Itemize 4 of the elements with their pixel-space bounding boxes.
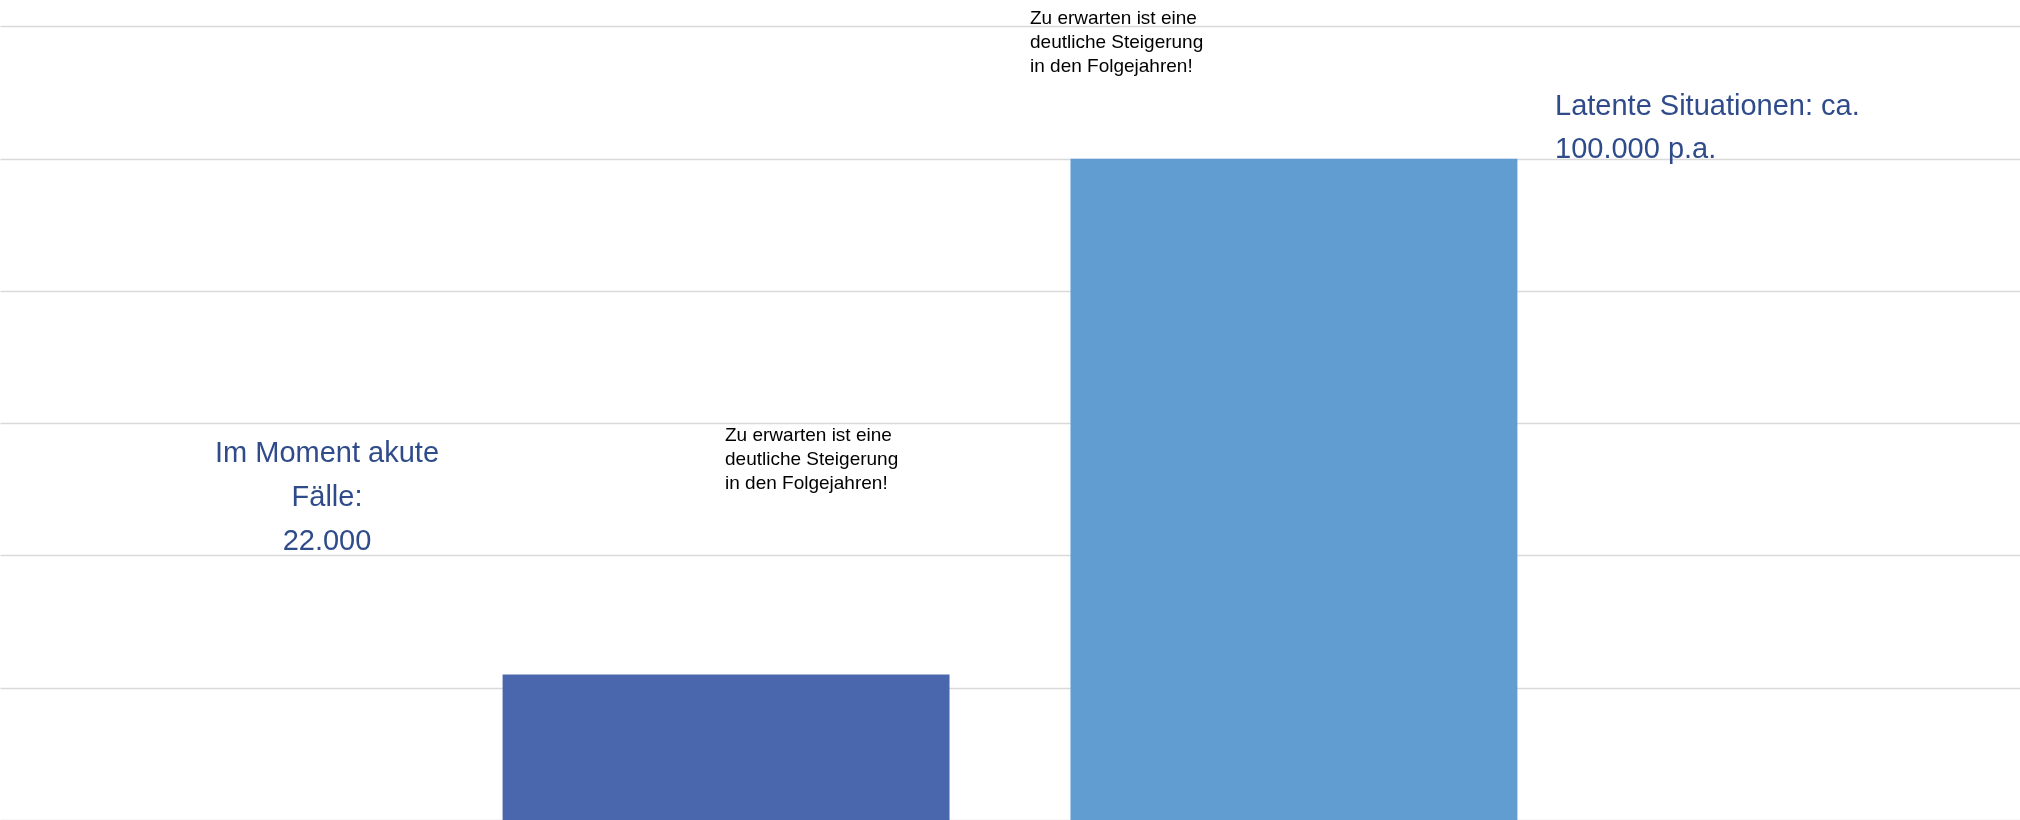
annotation: Im Moment akute Fälle: 22.000	[214, 436, 440, 556]
text: Zu erwarten ist eine deutliche Steigerung in den Folgejahren!	[1030, 7, 1204, 76]
annotation: Latente Situationen: ca. 100.000 p.a.	[1555, 89, 1860, 164]
annotation: Zu erwarten ist eine deutliche Steigerung in den Folgejahren!	[725, 424, 899, 493]
